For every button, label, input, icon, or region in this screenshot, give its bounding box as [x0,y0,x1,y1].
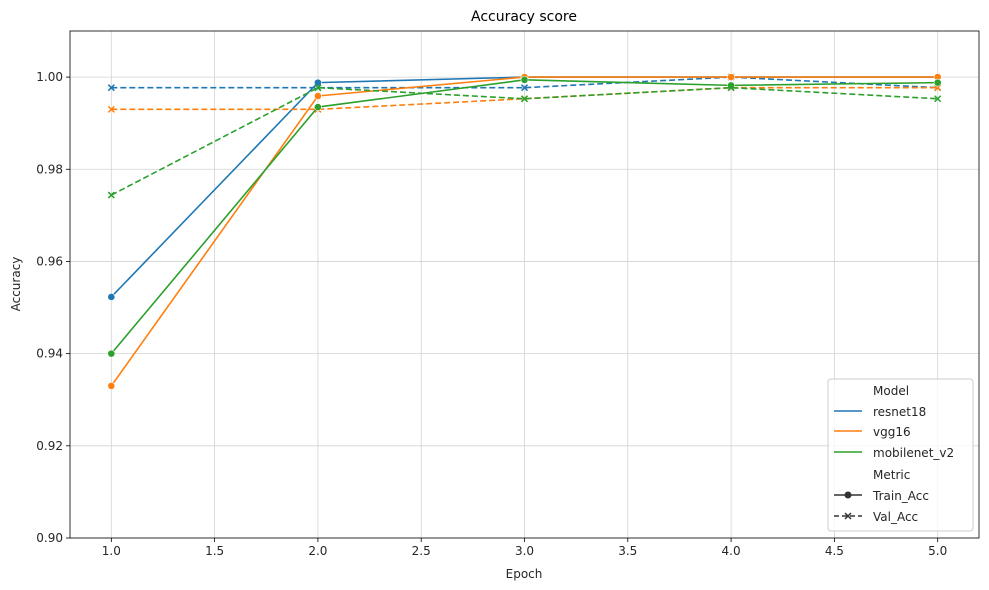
series-layer [107,73,942,390]
x-tick-label: 1.0 [102,544,121,558]
point-mobilenet-v2-val-acc [520,95,529,103]
legend-val-label: Val_Acc [873,510,918,524]
legend-vgg16-label: vgg16 [873,425,911,439]
y-tick-label: 0.94 [36,347,63,361]
x-axis-label: Epoch [506,567,543,581]
series-line-mobilenet-v2-val-acc [110,86,938,196]
x-tick-label: 2.0 [308,544,327,558]
point-mobilenet-v2-train-acc [520,75,529,84]
legend-model-header: Model [873,384,909,398]
legend-mobilenet-label: mobilenet_v2 [873,446,954,460]
legend-train-marker [844,491,852,499]
y-tick-label: 0.96 [36,254,63,268]
point-mobilenet-v2-val-acc [107,191,115,199]
point-mobilenet-v2-val-acc [934,95,942,103]
chart-title: Accuracy score [471,9,577,25]
legend-box [827,378,974,532]
point-vgg16-train-acc [107,381,116,390]
point-vgg16-train-acc [314,92,322,100]
point-vgg16-val-acc [107,105,115,113]
point-mobilenet-v2-train-acc [933,78,942,87]
legend-train-label: Train_Acc [872,489,929,503]
x-tick-label: 3.5 [618,544,637,558]
legend: Model resnet18 vgg16 mobilenet_v2 Metric… [827,378,974,532]
series-line-resnet18-val-acc [111,76,938,89]
point-resnet18-train-acc [107,293,116,301]
y-tick-label: 0.92 [36,439,63,453]
y-tick-label: 1.00 [36,70,63,84]
x-tick-label: 4.0 [722,544,741,558]
y-axis-ticks: 0.90 0.92 0.94 0.96 0.98 1.00 [36,70,70,545]
point-mobilenet-v2-val-acc [314,84,322,92]
point-resnet18-train-acc [314,78,322,87]
legend-metric-header: Metric [873,468,910,482]
legend-resnet18-label: resnet18 [873,405,926,419]
x-tick-label: 2.5 [412,544,431,558]
point-mobilenet-v2-train-acc [314,103,322,111]
point-mobilenet-v2-val-acc [727,84,735,92]
point-resnet18-val-acc [520,84,529,92]
x-tick-label: 3.0 [515,544,534,558]
y-tick-label: 0.98 [36,162,63,176]
x-tick-label: 1.5 [205,544,224,558]
series-line-vgg16-val-acc [111,86,938,111]
y-axis-label: Accuracy [9,257,23,312]
x-axis-ticks: 1.0 1.5 2.0 2.5 3.0 3.5 4.0 4.5 5.0 [102,538,947,558]
legend-val-marker [844,512,852,520]
point-resnet18-val-acc [107,84,115,92]
y-tick-label: 0.90 [36,531,63,545]
point-vgg16-train-acc [727,73,735,81]
point-mobilenet-v2-train-acc [107,349,116,358]
x-tick-label: 4.5 [825,544,844,558]
x-tick-label: 5.0 [928,544,947,558]
